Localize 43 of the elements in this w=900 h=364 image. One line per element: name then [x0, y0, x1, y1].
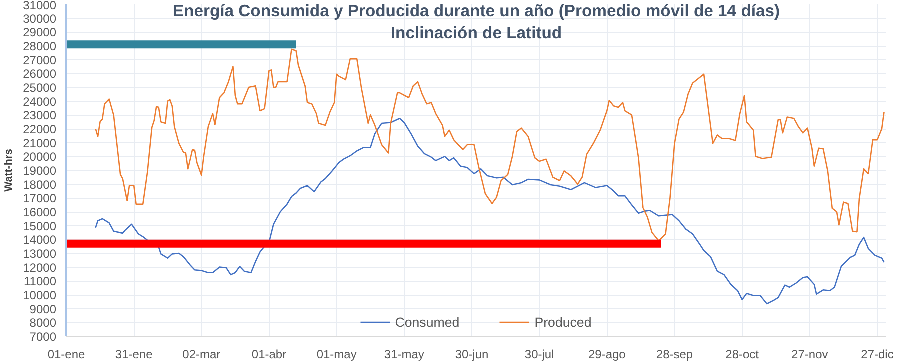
y-tick-label: 8000 — [30, 316, 57, 330]
x-tick-label: 01-ene — [48, 348, 86, 362]
y-axis-title: Watt-hrs — [3, 149, 16, 192]
y-tick-label: 12000 — [23, 260, 57, 275]
y-tick-label: 29000 — [23, 26, 57, 40]
y-tick-label: 20000 — [23, 150, 57, 164]
y-tick-label: 7000 — [30, 330, 57, 344]
x-tick-label: 30-jul — [524, 348, 554, 362]
x-tick-label: 02-mar — [182, 348, 221, 362]
y-tick-label: 24000 — [23, 94, 57, 109]
x-tick-label: 29-ago — [588, 348, 626, 362]
x-tick-label: 31-may — [384, 348, 424, 362]
y-tick-label: 26000 — [23, 67, 57, 82]
x-tick-label: 01-may — [316, 348, 357, 362]
chart-title: Energía Consumida y Producida durante un año (Promedio móvil de 14 días) — [172, 2, 780, 20]
legend-label: Produced — [534, 314, 592, 330]
y-tick-label: 15000 — [23, 219, 57, 234]
y-tick-label: 10000 — [23, 288, 57, 302]
y-tick-label: 17000 — [23, 192, 57, 206]
y-tick-label: 28000 — [23, 40, 57, 54]
y-tick-label: 21000 — [23, 136, 57, 150]
y-tick-label: 19000 — [23, 164, 57, 178]
y-tick-label: 31000 — [23, 0, 57, 12]
y-tick-label: 30000 — [23, 12, 57, 26]
y-tick-label: 11000 — [24, 274, 57, 289]
y-tick-label: 22000 — [23, 122, 57, 136]
y-tick-label: 18000 — [23, 178, 57, 192]
x-tick-label: 30-jun — [455, 348, 489, 362]
y-tick-label: 14000 — [23, 233, 57, 248]
x-tick-label: 27-nov — [792, 348, 828, 362]
text: Inclinación de Latitud — [390, 24, 562, 42]
x-tick-label: 28-oct — [726, 348, 760, 362]
y-tick-label: 9000 — [30, 302, 57, 316]
y-tick-label: 27000 — [23, 53, 57, 68]
x-tick-label: 27-dic — [861, 348, 894, 362]
x-tick-label: 28-sep — [656, 348, 694, 362]
y-tick-label: 25000 — [23, 81, 57, 95]
y-tick-label: 13000 — [23, 247, 57, 261]
y-tick-label: 16000 — [23, 206, 57, 220]
x-tick-label: 31-ene — [115, 348, 154, 362]
y-tick-label: 23000 — [23, 108, 57, 123]
x-tick-label: 01-abr — [252, 348, 287, 362]
legend-label: Consumed — [395, 314, 460, 330]
